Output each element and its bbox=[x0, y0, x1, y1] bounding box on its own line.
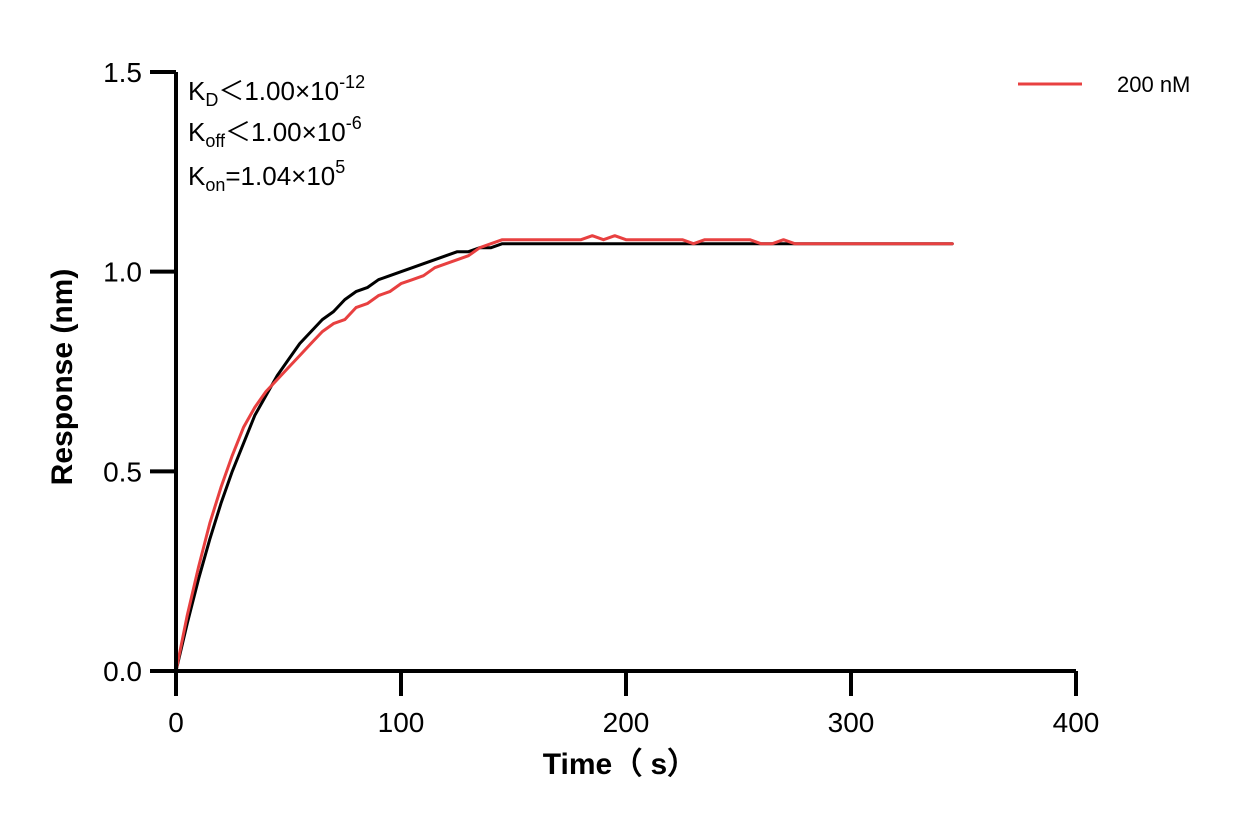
y-tick-label: 1.5 bbox=[103, 57, 142, 88]
legend-label-200nm: 200 nM bbox=[1117, 72, 1190, 97]
x-tick-label: 300 bbox=[828, 707, 875, 738]
series-line-200nm bbox=[174, 234, 954, 673]
annotation-koff: Koff＜1.00×10-6 bbox=[188, 113, 362, 151]
kon-sup: 5 bbox=[335, 157, 345, 177]
y-tick-label: 1.0 bbox=[103, 257, 142, 288]
y-axis-title: Response (nm) bbox=[46, 269, 79, 486]
y-ticks: 0.0 0.5 1.0 1.5 bbox=[103, 57, 176, 687]
kon-sub: on bbox=[205, 175, 225, 195]
x-tick-label: 200 bbox=[603, 707, 650, 738]
koff-sub: off bbox=[205, 131, 226, 151]
x-tick-label: 0 bbox=[168, 707, 184, 738]
kd-sup: -12 bbox=[339, 72, 365, 92]
legend: 200 nM bbox=[1018, 72, 1190, 97]
x-tick-label: 100 bbox=[378, 707, 425, 738]
kd-main: K bbox=[188, 76, 206, 106]
koff-sup: -6 bbox=[346, 113, 362, 133]
annotation-kd: KD＜1.00×10-12 bbox=[188, 72, 365, 110]
y-tick-label: 0.5 bbox=[103, 456, 142, 487]
kd-sub: D bbox=[205, 90, 218, 110]
x-tick-label: 400 bbox=[1053, 707, 1100, 738]
kon-main: K bbox=[188, 161, 206, 191]
x-axis-title: Time（ s） bbox=[543, 747, 698, 781]
series-layer bbox=[174, 234, 954, 673]
x-ticks: 0 100 200 300 400 bbox=[168, 671, 1099, 738]
series-line-fit bbox=[174, 242, 954, 673]
y-tick-label: 0.0 bbox=[103, 656, 142, 687]
koff-main: K bbox=[188, 117, 206, 147]
koff-rel: ＜1.00×10 bbox=[225, 117, 346, 147]
kon-rel: =1.04×10 bbox=[225, 161, 335, 191]
kd-rel: ＜1.00×10 bbox=[218, 76, 339, 106]
annotation-kon: Kon=1.04×105 bbox=[188, 157, 345, 195]
